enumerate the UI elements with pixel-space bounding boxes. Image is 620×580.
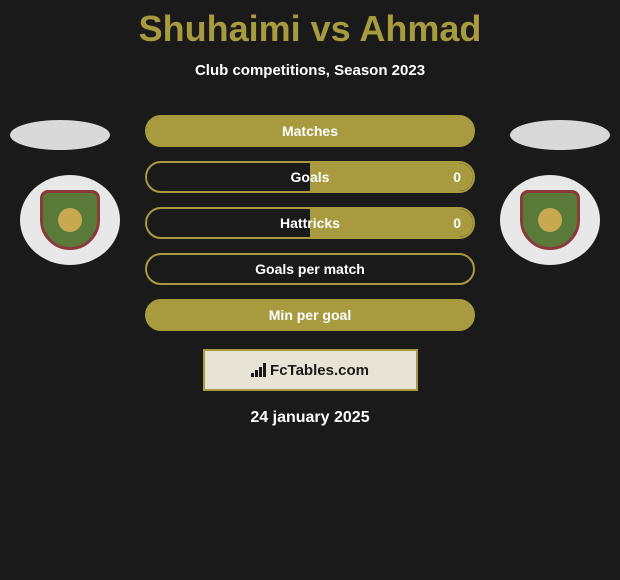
page-title: Shuhaimi vs Ahmad [0, 0, 620, 50]
stat-label: Min per goal [269, 307, 351, 323]
stats-container: Matches Goals 0 Hattricks 0 Goals per ma… [145, 115, 475, 331]
stat-row-goals-per-match: Goals per match [145, 253, 475, 285]
chart-icon [251, 363, 266, 377]
stat-label: Hattricks [280, 215, 340, 231]
stat-row-goals: Goals 0 [145, 161, 475, 193]
brand-label: FcTables.com [251, 362, 369, 379]
player-marker-right [510, 120, 610, 150]
stat-label: Goals [291, 169, 330, 185]
stat-right-value: 0 [453, 169, 461, 185]
stat-right-value: 0 [453, 215, 461, 231]
date-label: 24 january 2025 [0, 409, 620, 427]
stat-row-matches: Matches [145, 115, 475, 147]
right-crest-container [500, 175, 600, 265]
subtitle: Club competitions, Season 2023 [0, 62, 620, 79]
left-crest-container [20, 175, 120, 265]
team-crest-icon [500, 175, 600, 265]
brand-box[interactable]: FcTables.com [203, 349, 418, 391]
stat-row-min-per-goal: Min per goal [145, 299, 475, 331]
player-marker-left [10, 120, 110, 150]
stat-row-hattricks: Hattricks 0 [145, 207, 475, 239]
stat-fill-right [310, 163, 473, 191]
team-crest-icon [20, 175, 120, 265]
stat-label: Goals per match [255, 261, 365, 277]
stat-label: Matches [282, 123, 338, 139]
brand-text: FcTables.com [270, 362, 369, 379]
